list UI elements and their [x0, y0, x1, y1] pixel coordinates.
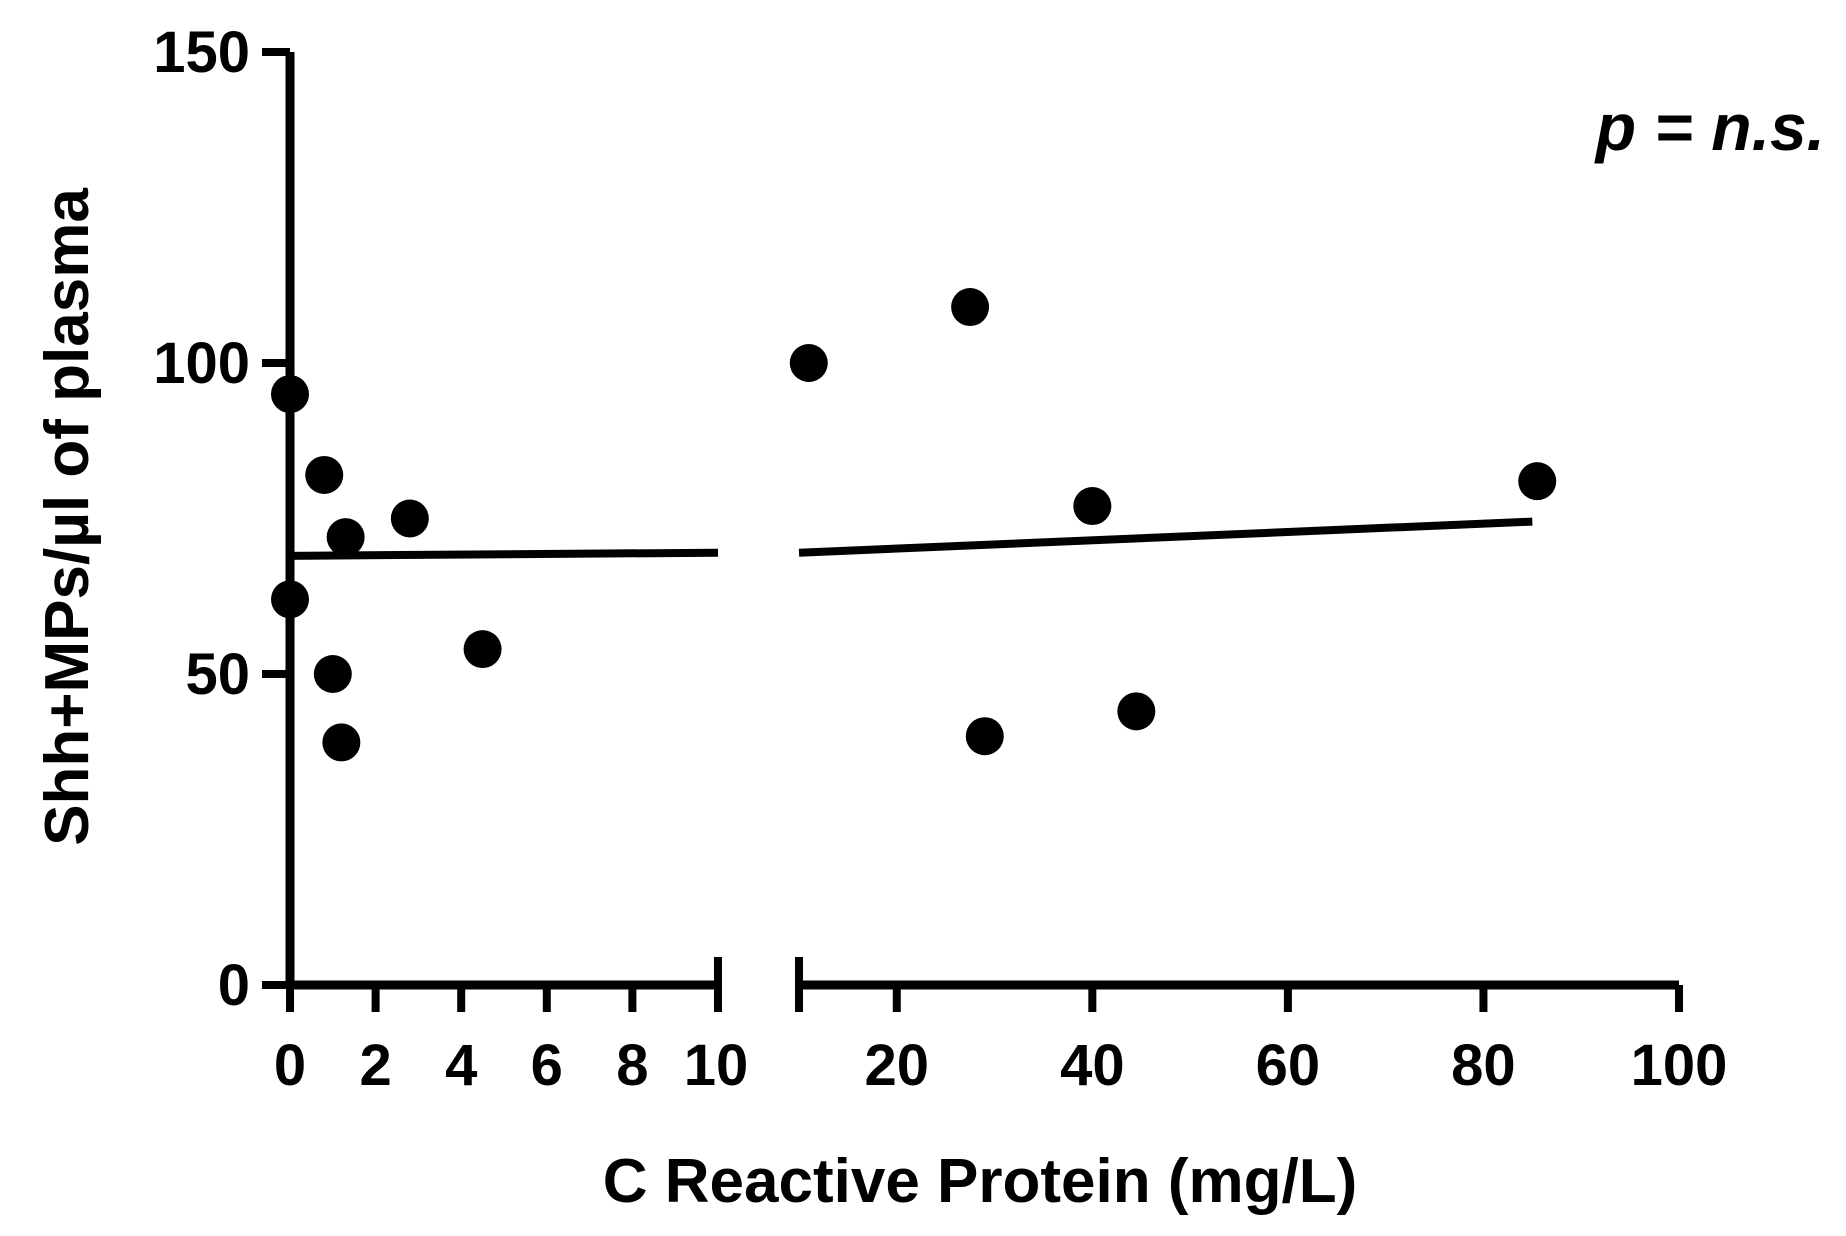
x-tick-label: 20: [865, 1033, 930, 1098]
x-tick-label: 2: [359, 1033, 391, 1098]
data-point: [965, 717, 1004, 756]
data-point: [1073, 487, 1112, 526]
data-point: [271, 375, 309, 414]
data-point: [463, 630, 502, 669]
data-point: [951, 288, 990, 327]
data-point: [305, 455, 344, 494]
x-tick-label: 8: [616, 1033, 648, 1098]
data-point: [271, 580, 309, 619]
regression-lines: [289, 517, 1533, 560]
data-point: [322, 723, 361, 762]
y-tick-label: 100: [153, 331, 250, 396]
y-tick-label: 0: [218, 953, 250, 1018]
data-point: [326, 518, 365, 557]
data-point: [789, 344, 828, 382]
y-tick-label: 50: [185, 642, 250, 707]
data-point: [1117, 692, 1156, 731]
x-axis-ticks: 0 2 4 6 8 10 20 40 60 80 100: [274, 985, 1728, 1098]
data-points: [271, 288, 1557, 762]
p-value-annotation: p = n.s.: [1594, 90, 1825, 164]
data-point: [313, 655, 352, 693]
y-tick-label: 150: [153, 20, 250, 85]
x-tick-label: 6: [531, 1033, 563, 1098]
data-point: [1518, 462, 1557, 501]
data-point: [390, 499, 429, 538]
x-tick-label: 60: [1256, 1033, 1321, 1098]
y-axis-ticks: 0 50 100 150: [153, 20, 290, 1018]
regression-line: [798, 517, 1533, 557]
x-axis-title: C Reactive Protein (mg/L): [603, 1147, 1357, 1216]
x-tick-label: 100: [1631, 1033, 1728, 1098]
y-axis-title: Shh+MPs/µl of plasma: [33, 188, 102, 846]
x-tick-label: 4: [445, 1033, 477, 1098]
x-tick-label: 0: [274, 1033, 306, 1098]
regression-line: [289, 548, 719, 560]
x-tick-label: 40: [1060, 1033, 1125, 1098]
x-tick-label: 80: [1451, 1033, 1516, 1098]
x-tick-label: 10: [684, 1033, 749, 1098]
